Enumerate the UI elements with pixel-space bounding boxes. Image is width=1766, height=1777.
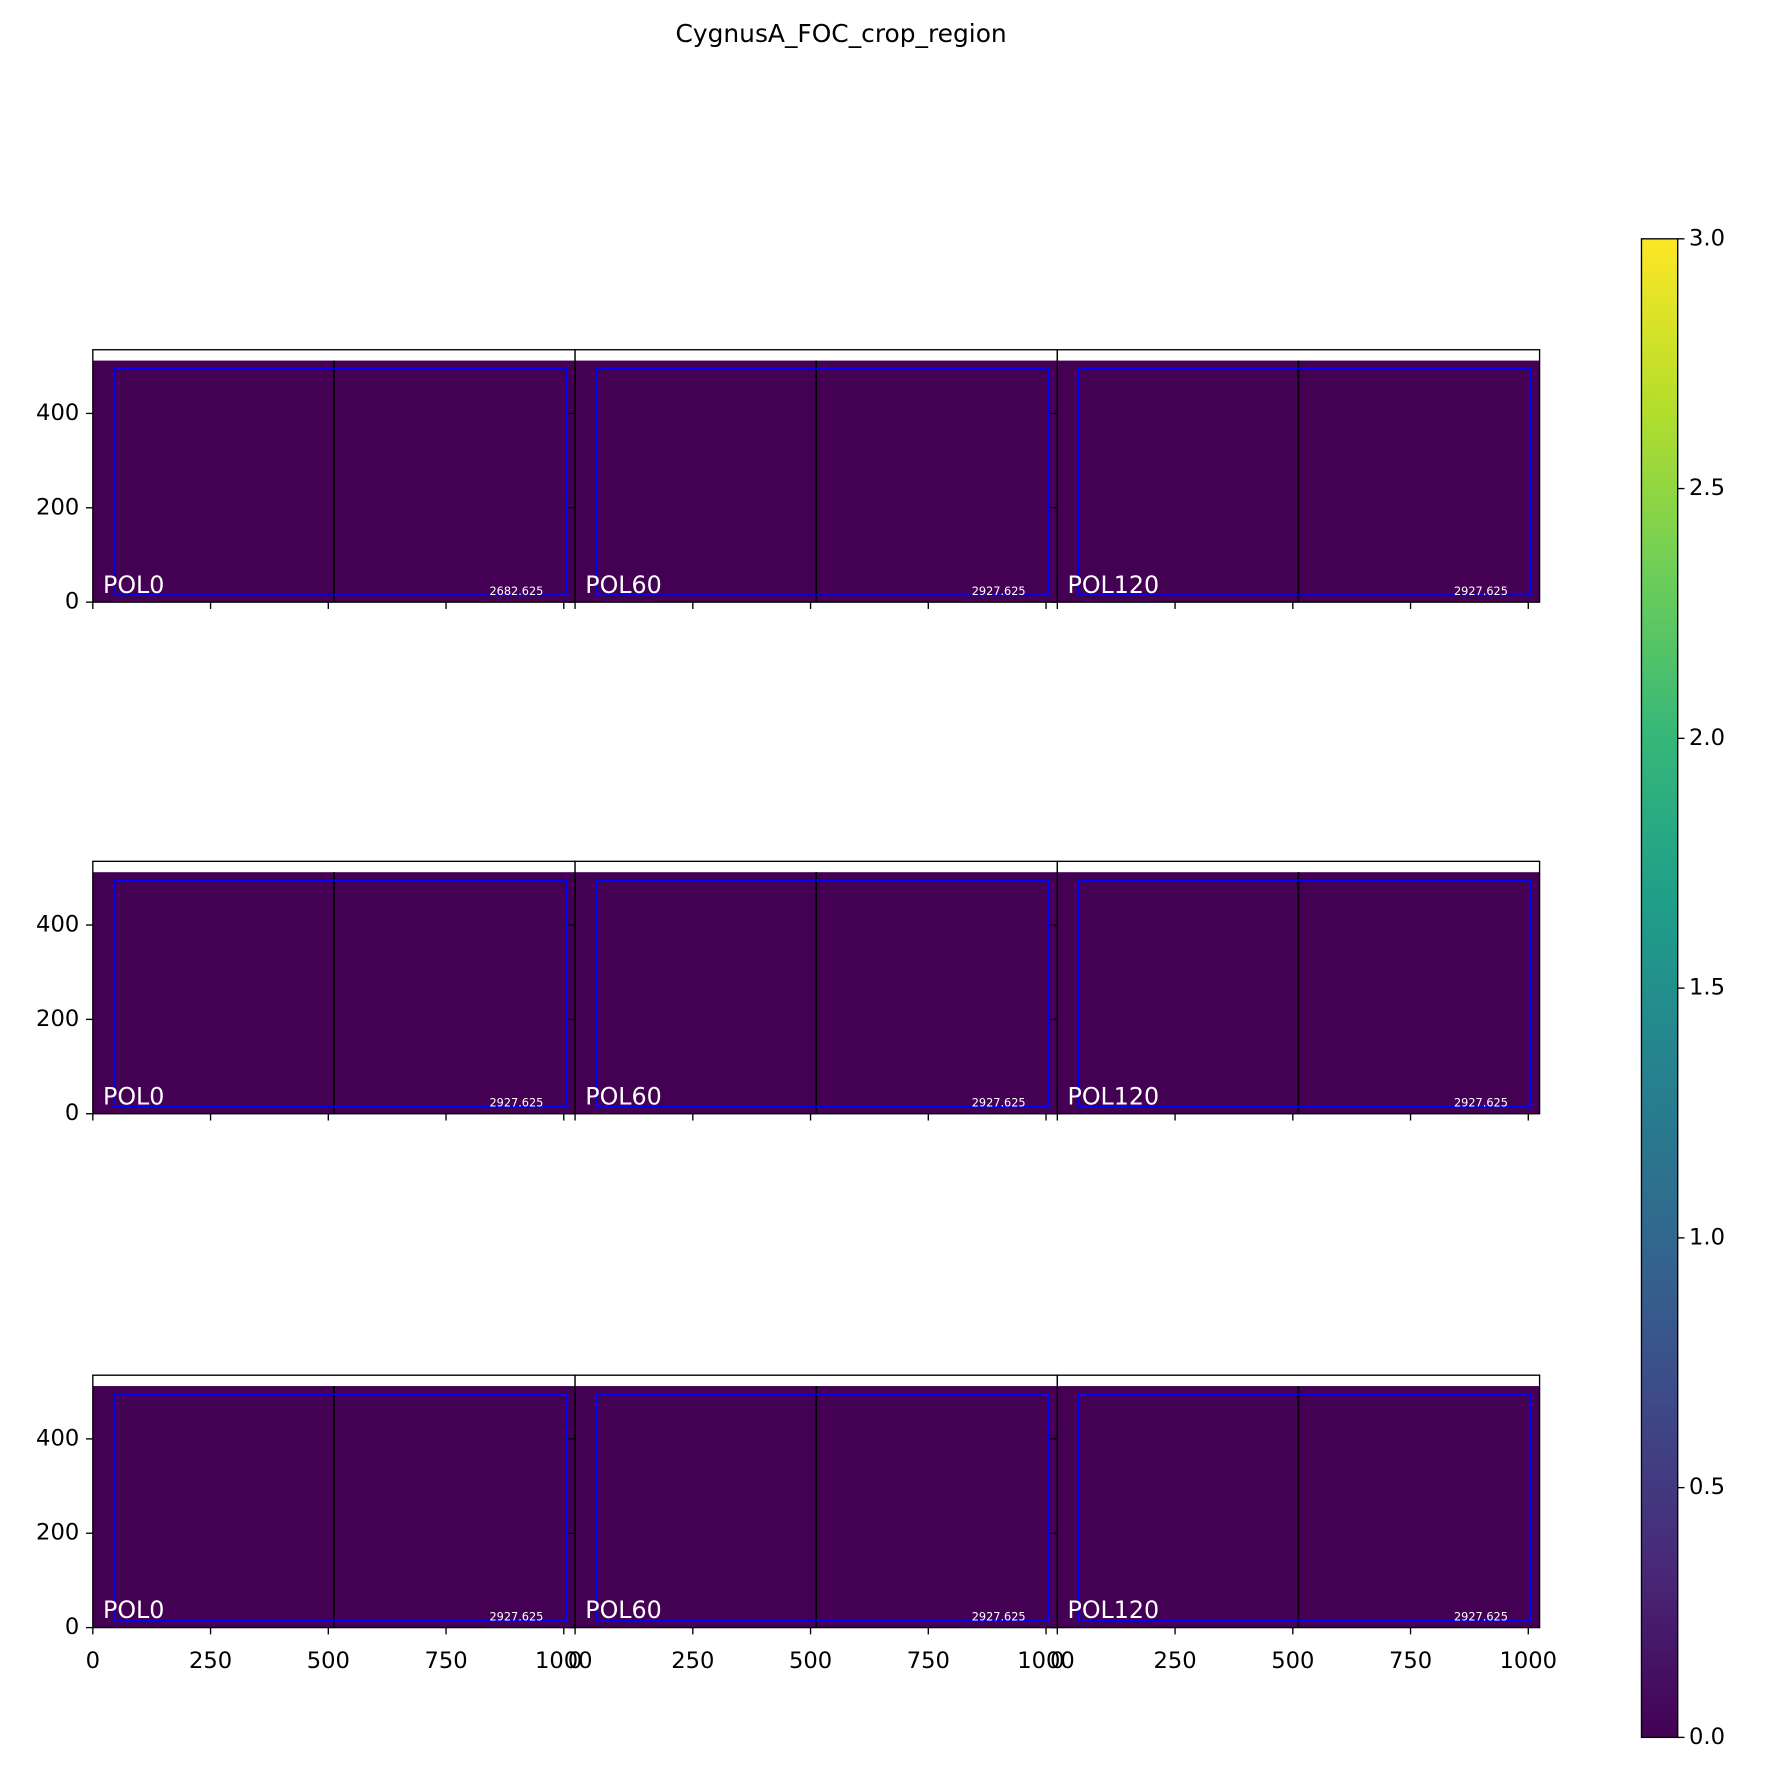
- crop-box: [595, 367, 1050, 596]
- panel-value-label: 2927.625: [972, 1610, 1026, 1623]
- panel: POL120 2927.625: [1050, 349, 1541, 609]
- panel-label: POL0: [103, 571, 164, 599]
- y-tick-label: 400: [36, 1425, 79, 1451]
- axes-frame: [1056, 349, 1541, 603]
- colorbar-tick-label: 2.0: [1689, 725, 1725, 751]
- crop-box: [1077, 367, 1532, 596]
- x-tick-label: 0: [86, 1648, 100, 1674]
- figure-title: CygnusA_FOC_crop_region: [675, 19, 1006, 48]
- axes-frame: [1056, 1374, 1541, 1629]
- panel: POL60 2927.625 0 250 500 750 1000: [568, 1374, 1075, 1674]
- x-tick-label: 500: [789, 1648, 832, 1674]
- panel-label: POL60: [585, 571, 662, 599]
- x-tick-label: 0: [568, 1648, 582, 1674]
- panel: POL0 2682.625 0 200 400: [36, 349, 576, 615]
- colorbar-tick-label: 0.0: [1689, 1724, 1725, 1750]
- x-tick-label: 1000: [535, 1648, 593, 1674]
- crop-box: [113, 879, 567, 1108]
- panel: POL60 2927.625: [568, 349, 1059, 609]
- crop-box: [1077, 879, 1532, 1108]
- panel-value-label: 2927.625: [972, 585, 1026, 598]
- panel-label: POL120: [1068, 571, 1160, 599]
- panel-label: POL120: [1068, 1596, 1160, 1624]
- y-tick-label: 200: [36, 1520, 79, 1546]
- colorbar-tick-label: 1.5: [1689, 975, 1725, 1001]
- crop-box: [595, 879, 1050, 1108]
- panel: POL0 2927.625 0 200 400: [36, 860, 576, 1126]
- x-tick-label: 1000: [1017, 1648, 1075, 1674]
- panel-label: POL0: [103, 1596, 164, 1624]
- y-tick-label: 200: [36, 494, 79, 520]
- x-tick-label: 750: [424, 1648, 467, 1674]
- y-tick-label: 0: [65, 589, 79, 615]
- colorbar-tick-label: 2.5: [1689, 475, 1725, 501]
- panel-value-label: 2927.625: [1454, 1610, 1508, 1623]
- colorbar-tick-label: 1.0: [1689, 1224, 1725, 1250]
- x-tick-label: 500: [1271, 1648, 1314, 1674]
- crop-box: [113, 1393, 567, 1622]
- y-tick-label: 400: [36, 912, 79, 938]
- panel: POL120 2927.625: [1050, 860, 1541, 1121]
- panel-value-label: 2927.625: [489, 1097, 543, 1110]
- x-tick-label: 1000: [1499, 1648, 1557, 1674]
- y-tick-label: 400: [36, 400, 79, 426]
- panel-value-label: 2682.625: [489, 585, 543, 598]
- panel-label: POL0: [103, 1082, 164, 1110]
- colorbar: [1640, 238, 1679, 1739]
- crop-box: [113, 367, 567, 596]
- panel-label: POL60: [585, 1082, 662, 1110]
- crop-box: [595, 1393, 1050, 1622]
- panel-value-label: 2927.625: [489, 1610, 543, 1623]
- y-tick-label: 0: [65, 1614, 79, 1640]
- colorbar-tick-label: 0.5: [1689, 1474, 1725, 1500]
- axes-frame: [1056, 860, 1541, 1115]
- panel-value-label: 2927.625: [1454, 1097, 1508, 1110]
- panel-label: POL120: [1068, 1082, 1160, 1110]
- panel-value-label: 2927.625: [972, 1097, 1026, 1110]
- y-tick-label: 200: [36, 1006, 79, 1032]
- panel-label: POL60: [585, 1596, 662, 1624]
- x-tick-label: 500: [307, 1648, 350, 1674]
- y-tick-label: 0: [65, 1100, 79, 1126]
- x-tick-label: 250: [189, 1648, 232, 1674]
- x-tick-label: 250: [1153, 1648, 1196, 1674]
- x-tick-label: 750: [1389, 1648, 1432, 1674]
- x-tick-label: 0: [1050, 1648, 1064, 1674]
- crop-box: [1077, 1393, 1532, 1622]
- panel-value-label: 2927.625: [1454, 585, 1508, 598]
- x-tick-label: 750: [907, 1648, 950, 1674]
- panel: POL60 2927.625: [568, 860, 1059, 1121]
- colorbar-tick-label: 3.0: [1689, 225, 1725, 251]
- panel: POL120 2927.625 0 250 500 750 1000: [1050, 1374, 1557, 1674]
- x-tick-label: 250: [671, 1648, 714, 1674]
